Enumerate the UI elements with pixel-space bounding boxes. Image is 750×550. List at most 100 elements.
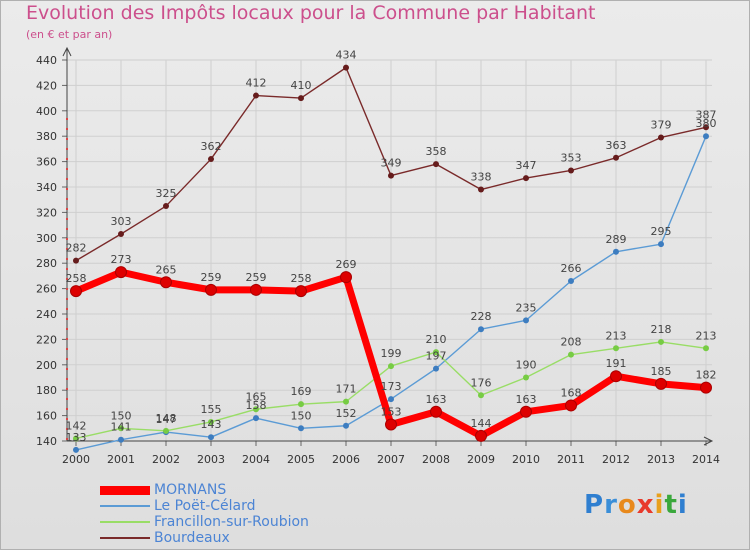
- data-label-mornans: 185: [651, 365, 672, 378]
- chart-title: Evolution des Impôts locaux pour la Comm…: [26, 2, 596, 24]
- data-label-mornans: 259: [246, 271, 267, 284]
- logo-letter: i: [654, 490, 665, 520]
- series-lines: [70, 64, 712, 453]
- data-point-le-po-t-c-lard: [433, 365, 439, 372]
- axis-dot: [66, 168, 68, 170]
- data-label-le-po-t-c-lard: 228: [471, 310, 492, 323]
- data-point-francillon-sur-roubion: [523, 374, 529, 381]
- data-label-francillon-sur-roubion: 142: [66, 419, 87, 432]
- axis-dot: [66, 138, 68, 140]
- data-point-bourdeaux: [658, 134, 664, 141]
- data-point-mornans: [295, 285, 307, 298]
- data-point-mornans: [385, 418, 397, 431]
- axis-dot: [66, 398, 68, 400]
- data-label-bourdeaux: 338: [471, 171, 492, 184]
- data-point-mornans: [70, 285, 82, 298]
- data-point-francillon-sur-roubion: [703, 345, 709, 352]
- data-label-mornans: 259: [201, 271, 222, 284]
- data-point-le-po-t-c-lard: [478, 326, 484, 333]
- legend-swatch: [100, 537, 150, 539]
- data-label-mornans: 269: [336, 258, 357, 271]
- axis-dot: [66, 368, 68, 370]
- data-label-bourdeaux: 379: [651, 118, 672, 131]
- data-point-bourdeaux: [208, 156, 214, 163]
- y-tick-label: 380: [36, 130, 57, 143]
- axis-dot: [66, 308, 68, 310]
- axis-dot: [66, 218, 68, 220]
- legend-label: MORNANS: [154, 482, 227, 498]
- logo-letter: x: [636, 490, 655, 520]
- data-label-francillon-sur-roubion: 210: [426, 333, 447, 346]
- x-tick-label: 2005: [287, 453, 315, 466]
- data-point-bourdeaux: [433, 161, 439, 168]
- data-label-bourdeaux: 410: [291, 79, 312, 92]
- data-point-bourdeaux: [118, 230, 124, 237]
- data-point-francillon-sur-roubion: [343, 398, 349, 405]
- data-point-francillon-sur-roubion: [658, 338, 664, 345]
- data-label-francillon-sur-roubion: 213: [696, 329, 717, 342]
- data-label-mornans: 182: [696, 369, 717, 382]
- data-point-francillon-sur-roubion: [253, 406, 259, 413]
- data-labels: 133 141 147 143 158 150 152 173 197 228 235 266 289 2…: [66, 49, 717, 444]
- axis-dot: [66, 278, 68, 280]
- data-label-le-po-t-c-lard: 289: [606, 233, 627, 246]
- axis-dot: [66, 128, 68, 130]
- data-label-francillon-sur-roubion: 169: [291, 385, 312, 398]
- legend-label: Bourdeaux: [154, 530, 230, 546]
- axis-dot: [66, 388, 68, 390]
- data-point-le-po-t-c-lard: [208, 434, 214, 441]
- data-point-bourdeaux: [253, 92, 259, 99]
- x-tick-label: 2014: [692, 453, 720, 466]
- axis-dot: [66, 318, 68, 320]
- x-tick-label: 2007: [377, 453, 405, 466]
- axis-dot: [66, 348, 68, 350]
- axis-dot: [66, 338, 68, 340]
- data-label-bourdeaux: 358: [426, 145, 447, 158]
- data-point-mornans: [430, 405, 442, 418]
- data-point-francillon-sur-roubion: [118, 425, 124, 432]
- data-label-francillon-sur-roubion: 199: [381, 347, 402, 360]
- axes: 140 160 180 200 220 240 260 280 300 320 340 360 380 4…: [36, 46, 720, 466]
- data-label-mornans: 191: [606, 357, 627, 370]
- x-tick-label: 2004: [242, 453, 270, 466]
- axis-dot: [66, 258, 68, 260]
- data-point-mornans: [520, 405, 532, 418]
- x-axis-arrow: [703, 436, 714, 446]
- data-label-bourdeaux: 303: [111, 215, 132, 228]
- y-tick-label: 260: [36, 283, 57, 296]
- data-point-bourdeaux: [523, 175, 529, 182]
- x-tick-label: 2000: [62, 453, 90, 466]
- data-label-bourdeaux: 363: [606, 139, 627, 152]
- data-label-mornans: 144: [471, 417, 492, 430]
- axis-dot: [66, 158, 68, 160]
- data-point-mornans: [340, 271, 352, 284]
- logo-letter: o: [617, 490, 637, 520]
- y-tick-label: 320: [36, 206, 57, 219]
- data-label-le-po-t-c-lard: 143: [201, 418, 222, 431]
- data-label-mornans: 163: [426, 393, 447, 406]
- data-point-francillon-sur-roubion: [568, 351, 574, 358]
- y-tick-label: 280: [36, 257, 57, 270]
- chart-subtitle: (en € et par an): [26, 28, 113, 41]
- data-label-le-po-t-c-lard: 266: [561, 262, 582, 275]
- data-label-bourdeaux: 349: [381, 157, 402, 170]
- x-tick-label: 2010: [512, 453, 540, 466]
- data-label-bourdeaux: 362: [201, 140, 222, 153]
- data-label-mornans: 265: [156, 263, 177, 276]
- data-label-mornans: 273: [111, 253, 132, 266]
- data-point-francillon-sur-roubion: [613, 345, 619, 352]
- axis-dot: [66, 408, 68, 410]
- data-point-francillon-sur-roubion: [163, 427, 169, 434]
- data-label-le-po-t-c-lard: 150: [291, 409, 312, 422]
- y-tick-label: 360: [36, 156, 57, 169]
- data-point-le-po-t-c-lard: [253, 415, 259, 422]
- data-point-francillon-sur-roubion: [298, 401, 304, 408]
- axis-dot: [66, 238, 68, 240]
- data-point-le-po-t-c-lard: [613, 248, 619, 255]
- axis-dot: [66, 298, 68, 300]
- data-label-francillon-sur-roubion: 208: [561, 336, 582, 349]
- x-tick-label: 2006: [332, 453, 360, 466]
- data-point-mornans: [160, 276, 172, 289]
- data-label-bourdeaux: 282: [66, 242, 87, 255]
